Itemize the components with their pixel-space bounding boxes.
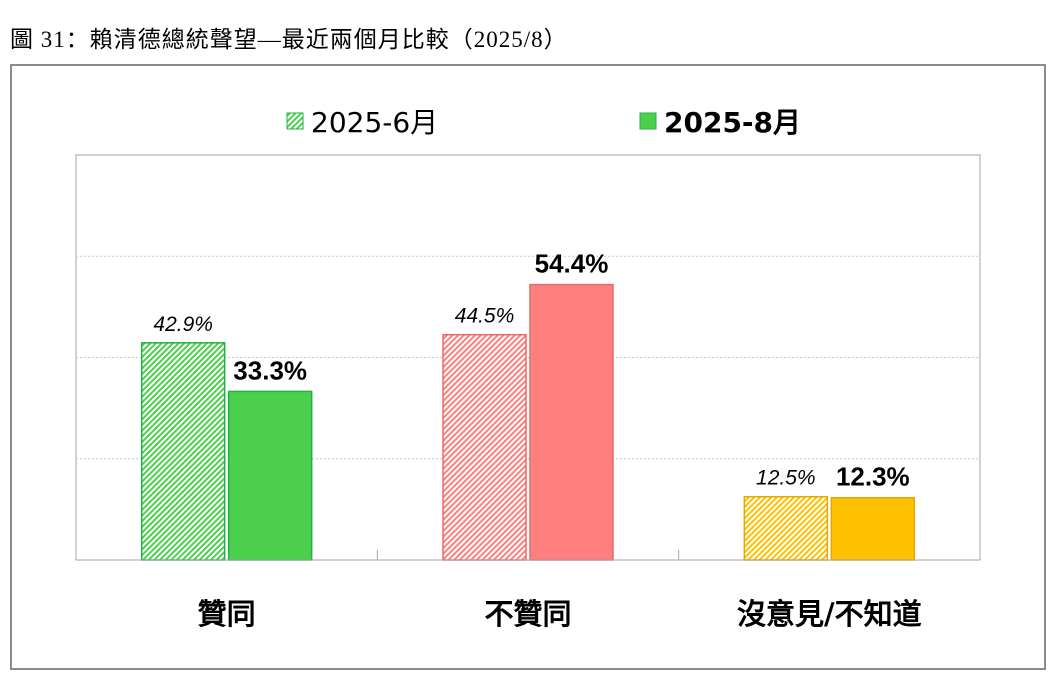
x-tick-label: 贊同: [198, 597, 256, 631]
x-tick-label: 沒意見/不知道: [737, 597, 922, 631]
x-tick-label: 不贊同: [484, 597, 571, 631]
bar-aug-2: [830, 496, 916, 561]
data-label: 12.5%: [756, 467, 816, 490]
bar-aug-0: [227, 390, 313, 561]
bar-aug-1: [529, 283, 614, 561]
bar-jun-1: [442, 333, 527, 561]
data-label: 33.3%: [233, 355, 307, 385]
legend-swatch: [639, 112, 657, 130]
page-title: 圖 31：賴清德總統聲望—最近兩個月比較（2025/8）: [10, 27, 568, 52]
bar-jun-0: [140, 342, 226, 561]
data-label: 44.5%: [455, 305, 515, 328]
bar-jun-2: [743, 495, 829, 561]
data-label: 54.4%: [535, 249, 609, 279]
data-label: 12.3%: [836, 462, 910, 492]
legend-label: 2025-8月: [664, 106, 801, 139]
data-label: 42.9%: [153, 313, 213, 336]
legend-label: 2025-6月: [311, 106, 438, 139]
legend-swatch: [286, 112, 304, 130]
